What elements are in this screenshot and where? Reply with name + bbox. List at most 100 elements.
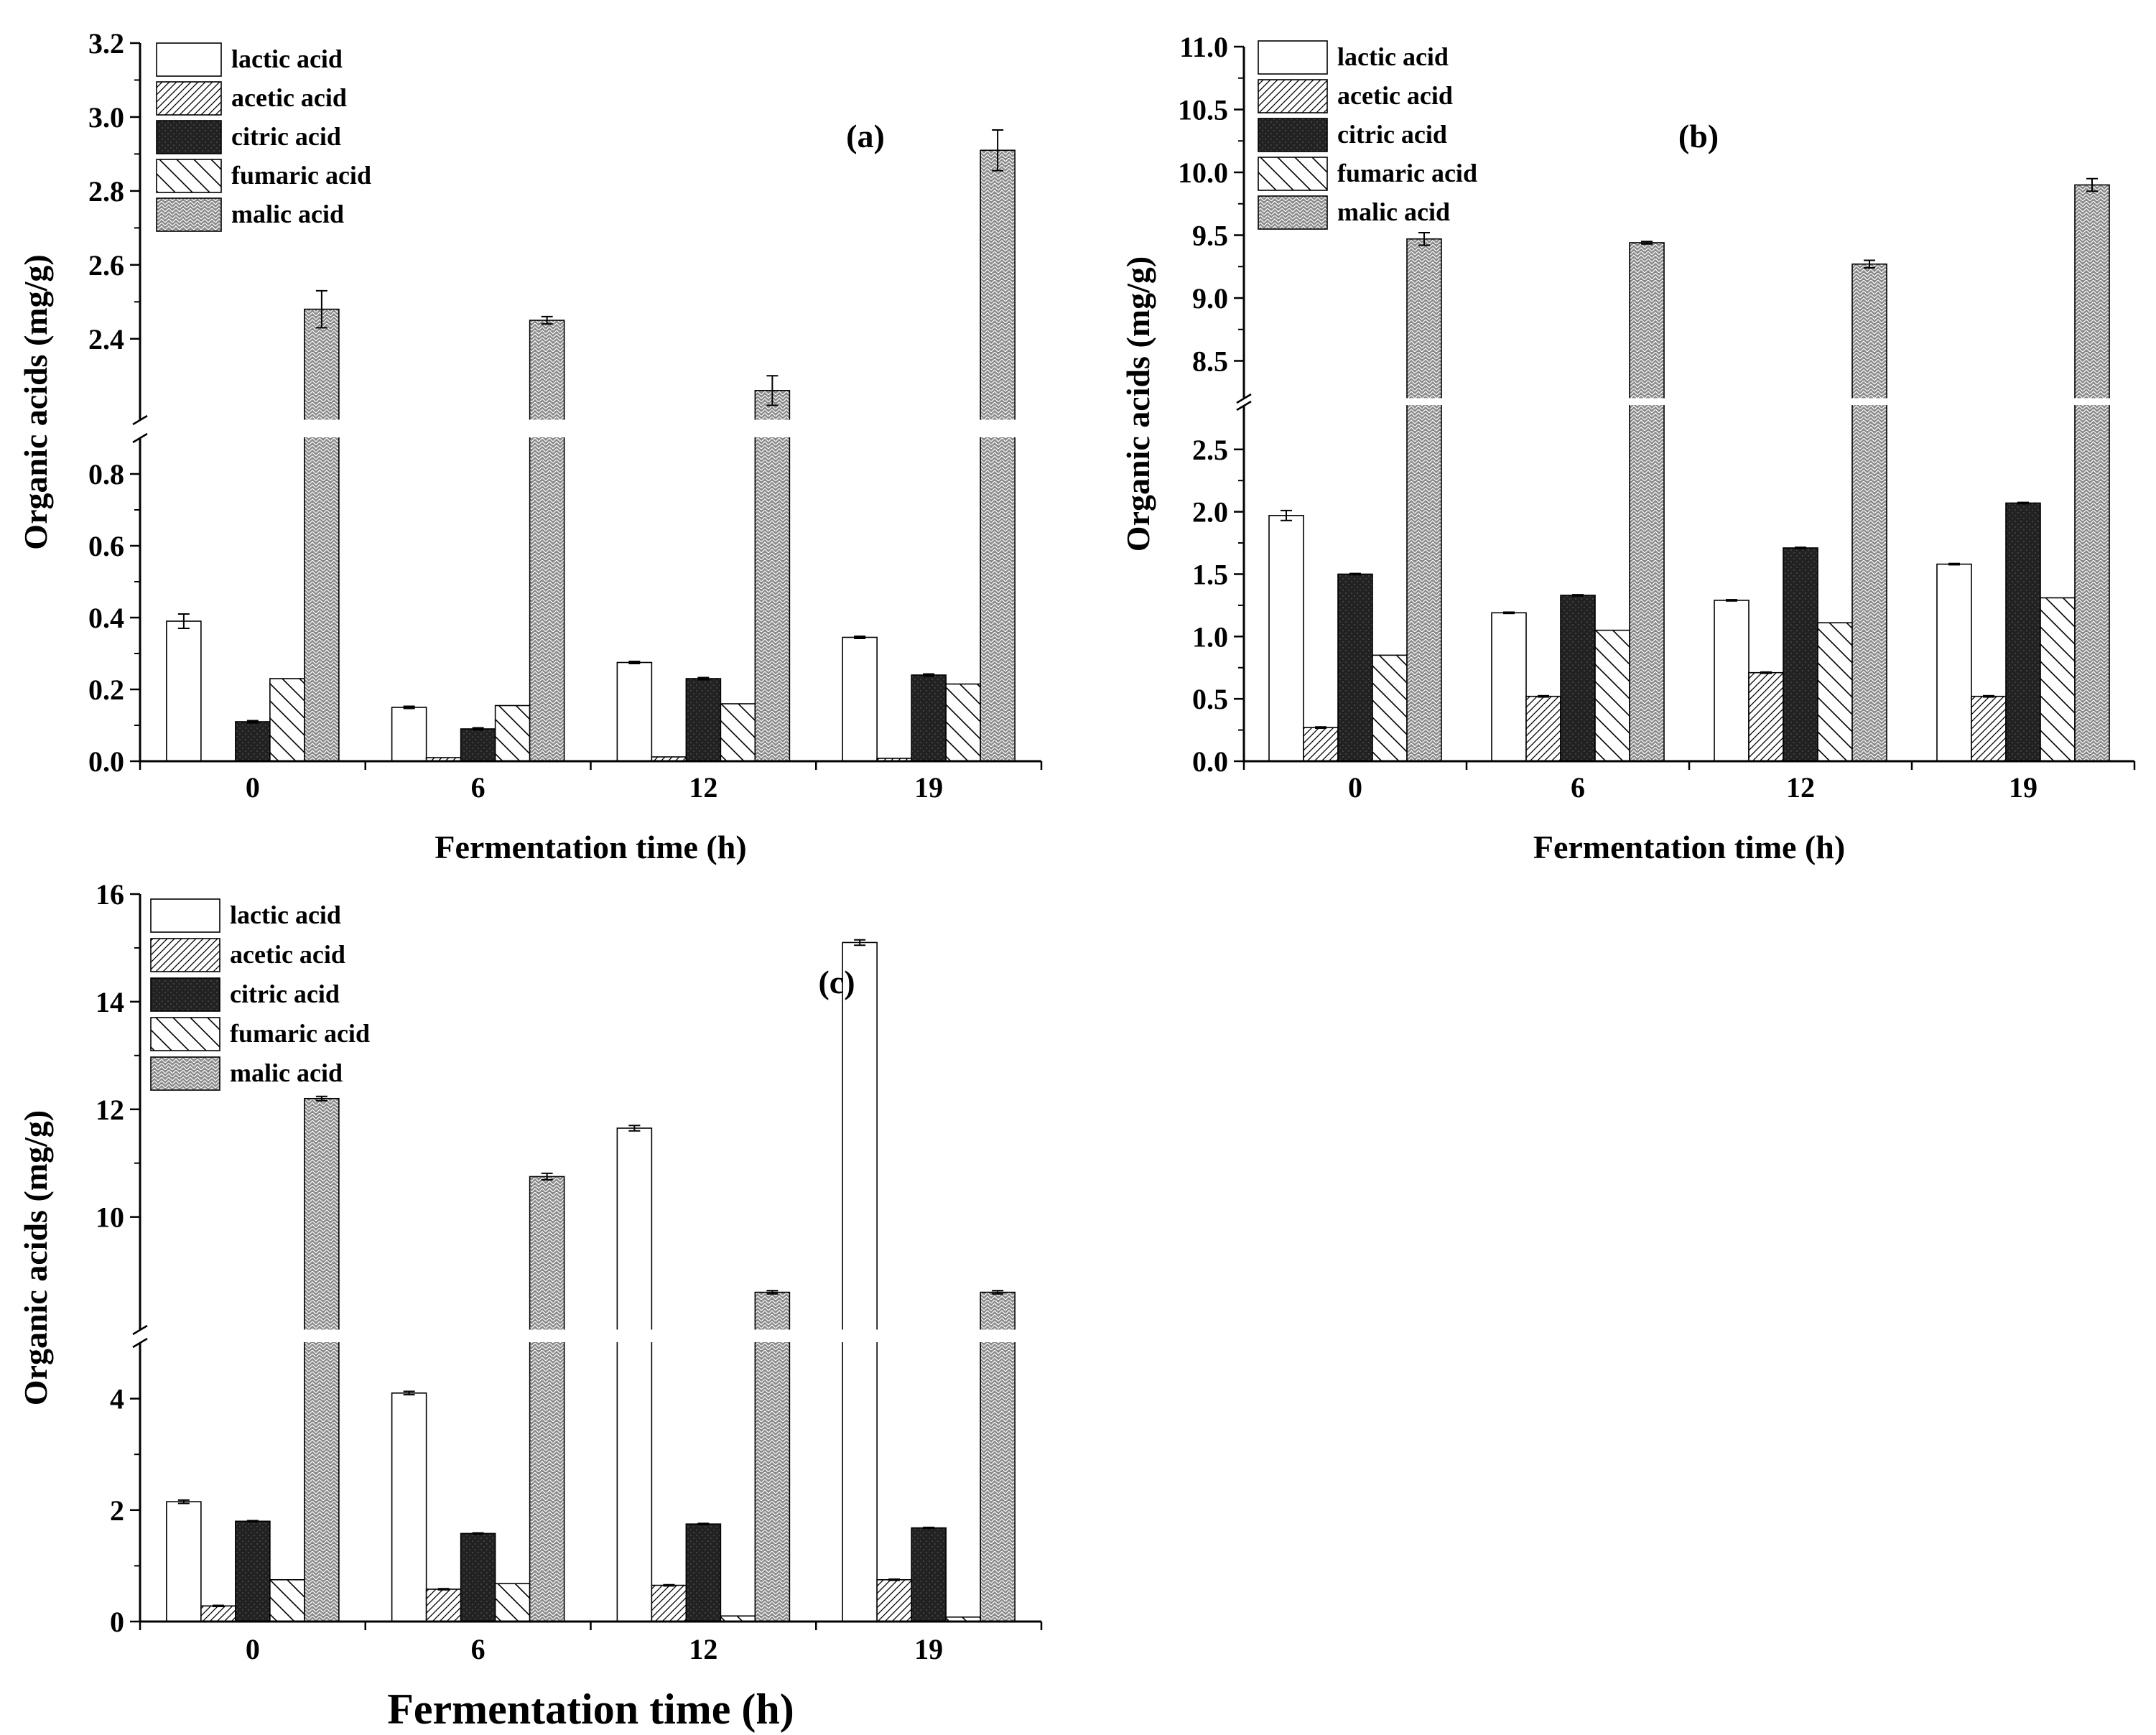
x-tick-label-c-12: 12 [689, 1633, 717, 1665]
axis-break-mark [132, 432, 148, 444]
bar-c-citric-19 [911, 1527, 947, 1622]
bar-b-lactic-6 [1491, 612, 1527, 762]
legend-swatch-acetic [1258, 79, 1328, 113]
bar-c-acetic-12 [651, 1584, 687, 1622]
y-tick-label-c-lower: 2 [110, 1494, 124, 1527]
bar-break-gap [1405, 399, 1443, 405]
bar-b-lactic-12 [1714, 600, 1750, 762]
legend-label-acetic: acetic acid [1337, 81, 1453, 110]
bar-c-citric-6 [460, 1532, 496, 1622]
y-tick-label-b-upper: 10.0 [1178, 157, 1228, 189]
x-tick-label-c-6: 6 [471, 1633, 485, 1665]
chart-panel-a: 0 6 12 19 0.0 0.2 0.4 0.6 0.8 2.4 2.6 2.8 3.0 3.2 Ferm… [17, 27, 1043, 865]
bar-a-fumaric-0 [269, 678, 305, 762]
y-tick-label-a-lower: 0.8 [88, 458, 124, 490]
bar-a-lactic-0 [166, 620, 202, 762]
y-tick-label-b-upper: 8.5 [1192, 345, 1228, 378]
bar-break-gap [979, 421, 1017, 437]
bar-b-acetic-6 [1525, 695, 1561, 762]
x-axis-title-c: Fermentation time (h) [387, 1685, 794, 1733]
bar-a-lactic-19 [842, 636, 878, 762]
y-tick-label-a-upper: 2.4 [88, 323, 124, 355]
bar-break-gap [2073, 399, 2111, 405]
bar-c-acetic-0 [200, 1605, 236, 1622]
x-tick-label-a-6: 6 [471, 771, 485, 804]
bar-b-malic-6 [1629, 242, 1665, 762]
bar-break-gap [1628, 399, 1665, 405]
y-tick-label-b-lower: 2.0 [1192, 496, 1228, 529]
bar-break-gap [528, 1331, 566, 1342]
bar-b-fumaric-6 [1594, 629, 1630, 762]
legend-label-citric: citric acid [1337, 120, 1447, 149]
bar-break-gap [1851, 399, 1888, 405]
bar-a-citric-12 [685, 678, 722, 762]
bar-c-fumaric-6 [494, 1583, 531, 1622]
bar-b-lactic-0 [1268, 515, 1304, 762]
y-tick-label-b-lower: 0.5 [1192, 683, 1228, 715]
x-tick-label-a-12: 12 [689, 771, 717, 804]
axis-break-mark [1236, 400, 1252, 411]
y-axis-title-a: Organic acids (mg/g) [17, 254, 54, 549]
bar-b-malic-0 [1406, 238, 1442, 762]
y-tick-label-c-lower: 0 [110, 1606, 124, 1638]
bar-c-malic-0 [304, 1097, 340, 1622]
legend-swatch-fumaric [156, 159, 222, 193]
legend-label-acetic: acetic acid [231, 83, 347, 112]
legend-label-fumaric: fumaric acid [230, 1019, 370, 1048]
x-axis-title-a: Fermentation time (h) [435, 829, 746, 865]
bar-a-malic-12 [754, 390, 791, 762]
x-tick-label-c-19: 19 [914, 1633, 943, 1665]
bar-b-acetic-0 [1303, 727, 1339, 762]
bar-b-acetic-12 [1748, 671, 1784, 762]
bar-a-fumaric-12 [720, 703, 756, 762]
y-axis-title-c: Organic acids (mg/g) [17, 1110, 54, 1405]
legend-swatch-malic [1258, 195, 1328, 230]
legend-swatch-citric [1258, 118, 1328, 152]
legend-label-malic: malic acid [230, 1059, 343, 1087]
y-tick-label-c-upper: 10 [96, 1201, 124, 1234]
legend-swatch-lactic [150, 898, 220, 933]
bar-a-malic-0 [304, 308, 340, 762]
y-tick-label-c-upper: 12 [96, 1094, 124, 1126]
legend-swatch-acetic [156, 81, 222, 116]
chart-panel-c: 0 6 12 19 0 2 4 10 12 14 16 Fermentation time (h) Or… [17, 878, 1043, 1733]
y-tick-label-b-upper: 9.5 [1192, 220, 1228, 252]
y-tick-label-c-upper: 14 [96, 986, 124, 1018]
bar-a-citric-0 [235, 721, 271, 762]
bar-a-fumaric-6 [494, 704, 531, 762]
bar-a-malic-6 [529, 320, 565, 762]
bar-a-malic-19 [980, 149, 1016, 762]
y-tick-label-b-upper: 10.5 [1178, 94, 1228, 126]
legend-label-lactic: lactic acid [231, 45, 343, 73]
bar-a-citric-6 [460, 728, 496, 762]
legend-swatch-lactic [156, 42, 222, 77]
legend-swatch-acetic [150, 938, 220, 972]
y-tick-label-b-lower: 1.5 [1192, 558, 1228, 590]
legend-label-lactic: lactic acid [230, 901, 341, 929]
bar-b-citric-6 [1560, 595, 1596, 762]
y-tick-label-a-upper: 3.0 [88, 101, 124, 134]
bar-b-acetic-19 [1971, 695, 2007, 762]
x-tick-label-c-0: 0 [246, 1633, 260, 1665]
bar-b-malic-19 [2074, 184, 2110, 762]
chart-panel-b: 0 6 12 19 0.0 0.5 1.0 1.5 2.0 2.5 8.5 9.0 9.5 10.0 10.… [1120, 31, 2136, 865]
bar-b-citric-0 [1337, 573, 1373, 762]
bar-b-fumaric-0 [1372, 654, 1408, 762]
y-tick-label-a-upper: 2.6 [88, 249, 124, 282]
x-tick-label-a-19: 19 [914, 771, 943, 804]
x-tick-label-b-0: 0 [1348, 771, 1362, 804]
bar-b-malic-12 [1851, 263, 1887, 762]
bar-c-acetic-6 [425, 1589, 462, 1622]
x-tick-label-b-6: 6 [1571, 771, 1585, 804]
legend-swatch-fumaric [1258, 157, 1328, 191]
y-tick-label-a-lower: 0.2 [88, 674, 124, 706]
legend-label-fumaric: fumaric acid [231, 161, 371, 190]
legend-swatch-malic [156, 197, 222, 232]
legend-swatch-fumaric [150, 1017, 220, 1051]
bar-c-malic-19 [980, 1291, 1016, 1622]
legend-label-malic: malic acid [1337, 197, 1450, 226]
y-tick-label-b-upper: 9.0 [1192, 282, 1228, 315]
bar-c-citric-0 [235, 1520, 271, 1622]
panel-label-a: (a) [846, 118, 885, 154]
bar-b-fumaric-19 [2040, 597, 2076, 762]
